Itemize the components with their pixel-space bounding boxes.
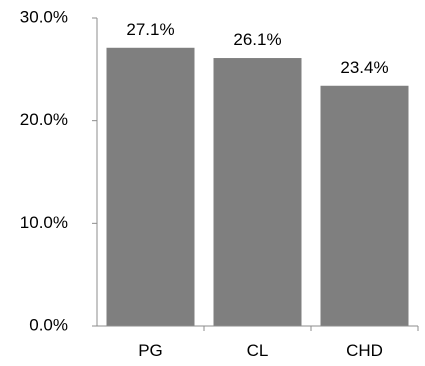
x-tick-label-chd: CHD [346, 341, 383, 360]
y-tick-label: 30.0% [20, 7, 68, 26]
y-axis-ticks: 0.0% 10.0% 20.0% 30.0% [20, 7, 97, 334]
data-label-pg: 27.1% [126, 20, 174, 39]
x-tick-label-pg: PG [138, 341, 163, 360]
x-tick-label-cl: CL [247, 341, 269, 360]
y-tick-label: 0.0% [29, 315, 68, 334]
bar-pg [106, 47, 195, 326]
bar-cl [213, 58, 302, 326]
y-tick-label: 20.0% [20, 110, 68, 129]
x-axis-ticks: PG CL CHD [138, 326, 419, 360]
data-label-cl: 26.1% [233, 30, 281, 49]
data-label-chd: 23.4% [340, 58, 388, 77]
bars [106, 47, 409, 326]
data-labels: 27.1% 26.1% 23.4% [126, 20, 388, 77]
y-tick-label: 10.0% [20, 213, 68, 232]
bar-chd [320, 85, 409, 326]
